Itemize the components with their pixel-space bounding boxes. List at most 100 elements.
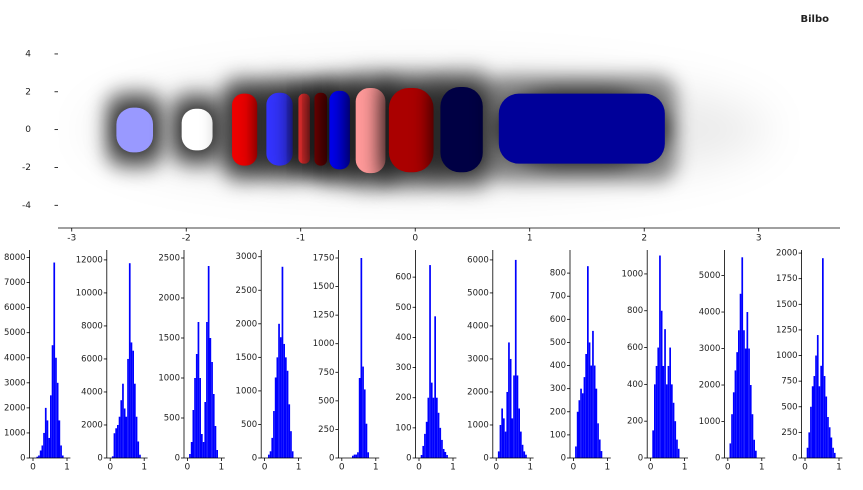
y-tick-label: 8000: [4, 253, 26, 263]
histogram-bar: [199, 378, 201, 458]
histogram-bar: [58, 420, 61, 458]
histogram-bar: [806, 447, 809, 458]
x-tick-label: -2: [182, 234, 191, 244]
y-tick-label: 3000: [236, 252, 258, 262]
histogram-bar: [192, 410, 195, 458]
histogram-bar: [669, 347, 671, 458]
histogram-bar: [576, 411, 579, 458]
histogram-bar: [518, 408, 520, 458]
y-tick-label: 6000: [4, 303, 26, 313]
histogram-bar: [820, 365, 822, 458]
y-tick-label: 1750: [313, 254, 335, 264]
histogram-bar: [53, 262, 56, 458]
histogram-bar: [827, 417, 829, 458]
x-tick-label: -1: [296, 234, 305, 244]
cluster: [266, 92, 293, 166]
x-tick-label: 1: [759, 463, 765, 473]
histogram-bar: [117, 424, 119, 458]
histogram-bar: [441, 439, 443, 458]
x-tick-label: 0: [802, 463, 808, 473]
histogram-bar: [194, 378, 196, 458]
histogram-bar: [113, 433, 116, 458]
x-tick-label: 0: [416, 463, 422, 473]
histogram-bar: [436, 397, 438, 458]
histogram-bar: [732, 392, 735, 458]
histogram-bar: [501, 408, 503, 458]
y-tick-label: 5000: [4, 328, 26, 338]
y-tick-label: 600: [550, 315, 566, 325]
histogram-bar: [422, 445, 425, 458]
histogram-bar: [202, 442, 205, 458]
histogram-bar: [274, 377, 277, 458]
x-tick-label: 3: [756, 234, 762, 244]
y-tick-label: 1000: [313, 339, 335, 349]
histogram-bar: [446, 454, 448, 458]
cluster: [440, 87, 483, 173]
y-tick-label: 6000: [467, 255, 489, 265]
histogram-bar: [51, 345, 54, 458]
histogram-bar: [420, 454, 423, 458]
histogram-bar: [444, 451, 447, 458]
histogram-bar: [514, 259, 517, 458]
y-tick-label: 300: [550, 384, 566, 394]
x-tick-label: 0: [339, 463, 345, 473]
histogram-bar: [581, 393, 584, 458]
y-tick-label: 10000: [76, 288, 103, 298]
histogram-bar: [499, 424, 502, 458]
histogram-bar: [362, 366, 364, 458]
histogram-bar: [810, 406, 812, 458]
y-tick-label: 200: [550, 407, 566, 417]
histogram-bar: [738, 330, 740, 458]
histogram-bar: [39, 450, 42, 458]
x-tick-label: 1: [450, 463, 456, 473]
histogram-bar: [214, 426, 217, 458]
x-tick-label: 1: [64, 463, 70, 473]
histogram-bar: [190, 442, 193, 458]
histogram-bar: [189, 454, 191, 458]
x-tick-label: 1: [605, 463, 611, 473]
histogram-bar: [48, 437, 50, 458]
histogram-bar: [283, 343, 285, 458]
histogram-bar: [442, 448, 445, 458]
x-tick-label: 1: [527, 463, 533, 473]
histogram-bar: [506, 391, 509, 458]
x-tick-label: 0: [571, 463, 577, 473]
histogram-bar: [753, 439, 755, 458]
histogram-bar: [816, 335, 819, 458]
histogram-bar: [427, 397, 430, 458]
y-tick-label: 800: [550, 269, 566, 279]
histogram-bar: [209, 338, 212, 458]
y-tick-label: 1000: [158, 374, 180, 384]
y-tick-label: 500: [164, 414, 180, 424]
histogram-bar: [195, 354, 198, 458]
histogram-bar: [123, 408, 126, 458]
histogram-bar: [268, 454, 270, 458]
x-tick-label: 1: [836, 463, 842, 473]
y-tick-label: 800: [627, 306, 643, 316]
histogram-bar: [734, 370, 737, 458]
y-tick-label: 1500: [776, 300, 798, 310]
y-tick-label: 4000: [467, 321, 489, 331]
histogram-bar: [201, 434, 203, 458]
cluster: [388, 88, 434, 173]
x-tick-label: 2: [641, 234, 647, 244]
x-tick-label: 1: [141, 463, 147, 473]
histogram-bar: [437, 412, 440, 458]
histogram-bar: [580, 388, 582, 458]
histogram-bar: [748, 348, 750, 458]
histogram-bar: [434, 316, 436, 458]
y-tick-label: 3000: [4, 378, 26, 388]
histogram-bar: [598, 439, 601, 458]
y-tick-label: 4000: [4, 353, 26, 363]
histogram-bar: [204, 402, 207, 458]
y-tick-label: 2000: [776, 249, 798, 259]
histogram-bar: [44, 407, 47, 458]
histogram-bar: [825, 396, 828, 458]
histogram-bar: [672, 402, 675, 458]
histogram-bar: [291, 451, 294, 458]
histogram-bar: [828, 427, 831, 458]
y-tick-label: 500: [318, 396, 334, 406]
histogram-bar: [583, 377, 586, 458]
histogram-bar: [667, 365, 670, 458]
y-tick-label: 500: [781, 402, 797, 412]
